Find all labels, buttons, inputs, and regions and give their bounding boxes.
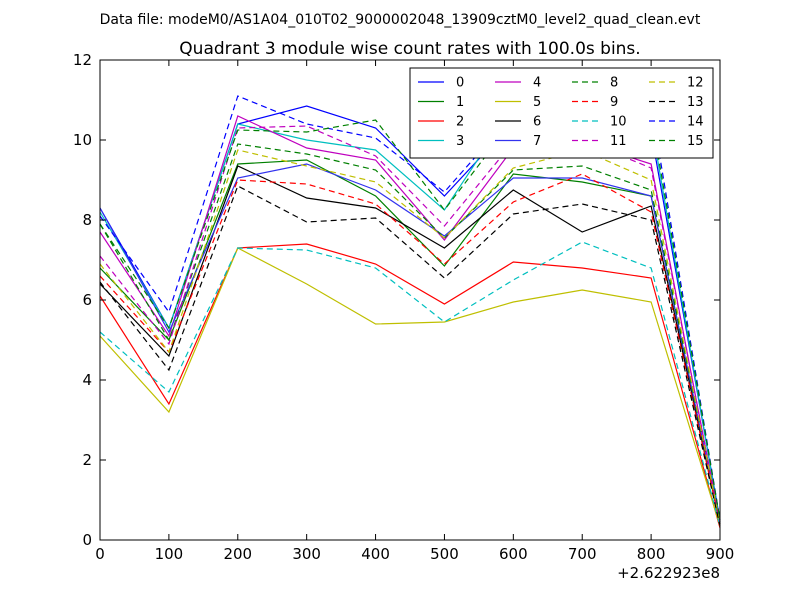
- series-line-1: [99, 159, 721, 525]
- series-line-5: [99, 247, 721, 527]
- x-tick-label: 800: [637, 545, 666, 563]
- x-tick-label: 200: [223, 545, 252, 563]
- legend-label-6: 6: [533, 115, 541, 130]
- y-tick-label: 6: [82, 291, 92, 309]
- legend-box: [409, 67, 714, 159]
- y-tick-label: 12: [73, 51, 92, 69]
- series-line-7: [99, 163, 721, 523]
- x-tick-label: 500: [430, 545, 459, 563]
- legend-label-5: 5: [533, 95, 541, 110]
- series-line-8: [99, 143, 721, 523]
- series-lines: [99, 95, 721, 529]
- legend-label-14: 14: [687, 115, 704, 130]
- legend-label-11: 11: [610, 134, 627, 149]
- legend-label-2: 2: [456, 115, 464, 130]
- legend-label-12: 12: [687, 76, 704, 91]
- legend-label-10: 10: [610, 115, 627, 130]
- legend-label-7: 7: [533, 134, 541, 149]
- legend-label-13: 13: [687, 95, 704, 110]
- series-line-6: [99, 165, 721, 525]
- series-line-9: [99, 173, 721, 525]
- series-line-10: [99, 241, 721, 527]
- y-tick-label: 8: [82, 211, 92, 229]
- legend-label-4: 4: [533, 76, 541, 91]
- x-tick-label: 100: [155, 545, 184, 563]
- chart-title: Quadrant 3 module wise count rates with …: [179, 39, 640, 59]
- series-line-12: [99, 149, 721, 525]
- x-tick-label: 400: [361, 545, 390, 563]
- y-tick-label: 10: [73, 131, 92, 149]
- x-tick-label: 300: [292, 545, 321, 563]
- x-offset-label: +2.622923e8: [617, 564, 720, 582]
- x-tick-label: 900: [706, 545, 735, 563]
- legend-label-0: 0: [456, 76, 464, 91]
- y-tick-label: 4: [82, 371, 92, 389]
- legend-label-8: 8: [610, 76, 618, 91]
- legend-label-3: 3: [456, 134, 464, 149]
- legend-label-1: 1: [456, 95, 464, 110]
- y-tick-label: 2: [82, 451, 92, 469]
- series-line-2: [99, 243, 721, 529]
- x-tick-label: 0: [95, 545, 105, 563]
- x-tick-label: 700: [568, 545, 597, 563]
- data-file-label: Data file: modeM0/AS1A04_010T02_90000020…: [100, 12, 701, 28]
- legend-label-15: 15: [687, 134, 704, 149]
- y-tick-label: 0: [82, 531, 92, 549]
- legend-label-9: 9: [610, 95, 618, 110]
- series-line-13: [99, 185, 721, 527]
- x-tick-label: 600: [499, 545, 528, 563]
